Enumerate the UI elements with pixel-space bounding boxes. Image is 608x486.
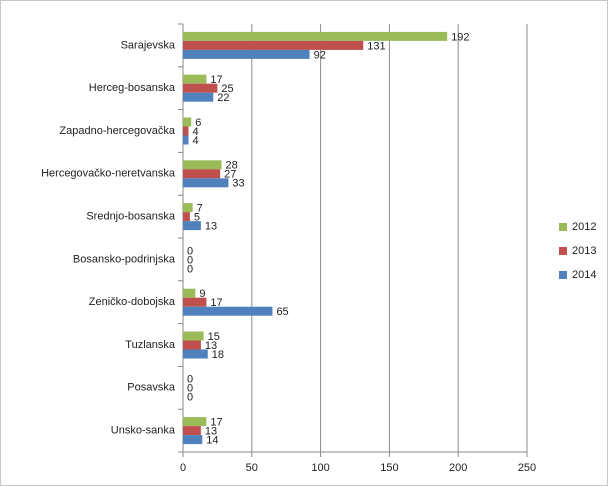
bar bbox=[183, 74, 207, 84]
legend-label: 2013 bbox=[572, 245, 596, 257]
bar bbox=[183, 349, 208, 359]
x-tick-label: 250 bbox=[518, 462, 536, 474]
bar bbox=[183, 117, 192, 127]
bar bbox=[183, 40, 364, 50]
data-label: 92 bbox=[314, 49, 326, 61]
bar bbox=[183, 435, 203, 445]
data-label: 65 bbox=[276, 306, 288, 318]
bar bbox=[183, 297, 207, 307]
y-tick-label: Srednjo-bosanska bbox=[86, 211, 176, 223]
data-label: 13 bbox=[205, 340, 217, 352]
y-tick-label: Posavska bbox=[127, 382, 176, 394]
bar bbox=[183, 426, 201, 436]
data-label: 6 bbox=[195, 117, 201, 129]
data-label: 17 bbox=[210, 417, 222, 429]
bar bbox=[183, 126, 189, 136]
y-tick-label: Zapadno-hercegovačka bbox=[59, 125, 175, 137]
data-label: 17 bbox=[210, 297, 222, 309]
data-label: 0 bbox=[187, 392, 193, 404]
bar bbox=[183, 31, 448, 41]
legend-label: 2014 bbox=[572, 269, 596, 281]
data-label: 13 bbox=[205, 221, 217, 233]
x-tick-label: 150 bbox=[380, 462, 398, 474]
y-tick-label: Hercegovačko-neretvanska bbox=[41, 168, 176, 180]
data-label: 14 bbox=[206, 435, 218, 447]
x-tick-label: 200 bbox=[449, 462, 467, 474]
bar bbox=[183, 83, 218, 93]
data-label: 7 bbox=[197, 203, 203, 215]
data-label: 5 bbox=[194, 212, 200, 224]
data-label: 17 bbox=[210, 74, 222, 86]
bar bbox=[183, 417, 207, 427]
x-tick-label: 100 bbox=[311, 462, 329, 474]
bar bbox=[183, 331, 204, 341]
legend-label: 2012 bbox=[572, 221, 596, 233]
y-tick-label: Tuzlanska bbox=[125, 339, 176, 351]
data-label: 131 bbox=[367, 40, 385, 52]
legend-swatch bbox=[559, 223, 567, 231]
data-label: 0 bbox=[187, 263, 193, 275]
data-label: 4 bbox=[193, 126, 199, 138]
bar bbox=[183, 221, 201, 231]
data-label: 25 bbox=[221, 83, 233, 95]
legend-swatch bbox=[559, 271, 567, 279]
data-label: 33 bbox=[232, 178, 244, 190]
data-label: 0 bbox=[187, 254, 193, 266]
bar bbox=[183, 49, 310, 59]
y-tick-label: Herceg-bosanska bbox=[89, 82, 176, 94]
data-label: 18 bbox=[212, 349, 224, 361]
bar bbox=[183, 288, 196, 298]
data-label: 13 bbox=[205, 426, 217, 438]
data-label: 9 bbox=[199, 288, 205, 300]
bar bbox=[183, 306, 273, 316]
y-tick-label: Zeničko-dobojska bbox=[89, 296, 176, 308]
bar bbox=[183, 135, 189, 145]
bar bbox=[183, 212, 190, 222]
legend-swatch bbox=[559, 247, 567, 255]
bar bbox=[183, 340, 201, 350]
data-label: 4 bbox=[193, 135, 199, 147]
data-label: 0 bbox=[187, 245, 193, 257]
data-label: 27 bbox=[224, 169, 236, 181]
data-label: 28 bbox=[226, 160, 238, 172]
x-tick-label: 50 bbox=[246, 462, 258, 474]
bar bbox=[183, 178, 229, 188]
bar bbox=[183, 203, 193, 213]
y-tick-label: Bosansko-podrinjska bbox=[73, 253, 176, 265]
y-tick-label: Unsko-sanka bbox=[111, 425, 176, 437]
data-label: 0 bbox=[187, 383, 193, 395]
bar bbox=[183, 160, 222, 170]
data-label: 0 bbox=[187, 374, 193, 386]
bar bbox=[183, 92, 214, 102]
y-tick-label: Sarajevska bbox=[121, 39, 176, 51]
data-label: 15 bbox=[208, 331, 220, 343]
data-label: 22 bbox=[217, 92, 229, 104]
data-label: 192 bbox=[451, 31, 469, 43]
bar bbox=[183, 169, 221, 179]
x-tick-label: 0 bbox=[180, 462, 186, 474]
